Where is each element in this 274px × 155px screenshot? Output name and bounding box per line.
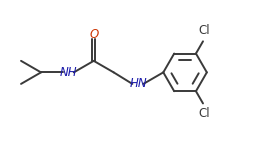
Text: O: O [89, 28, 98, 41]
Text: Cl: Cl [198, 24, 210, 38]
Text: HN: HN [130, 77, 147, 90]
Text: NH: NH [60, 66, 78, 79]
Text: Cl: Cl [198, 107, 210, 120]
